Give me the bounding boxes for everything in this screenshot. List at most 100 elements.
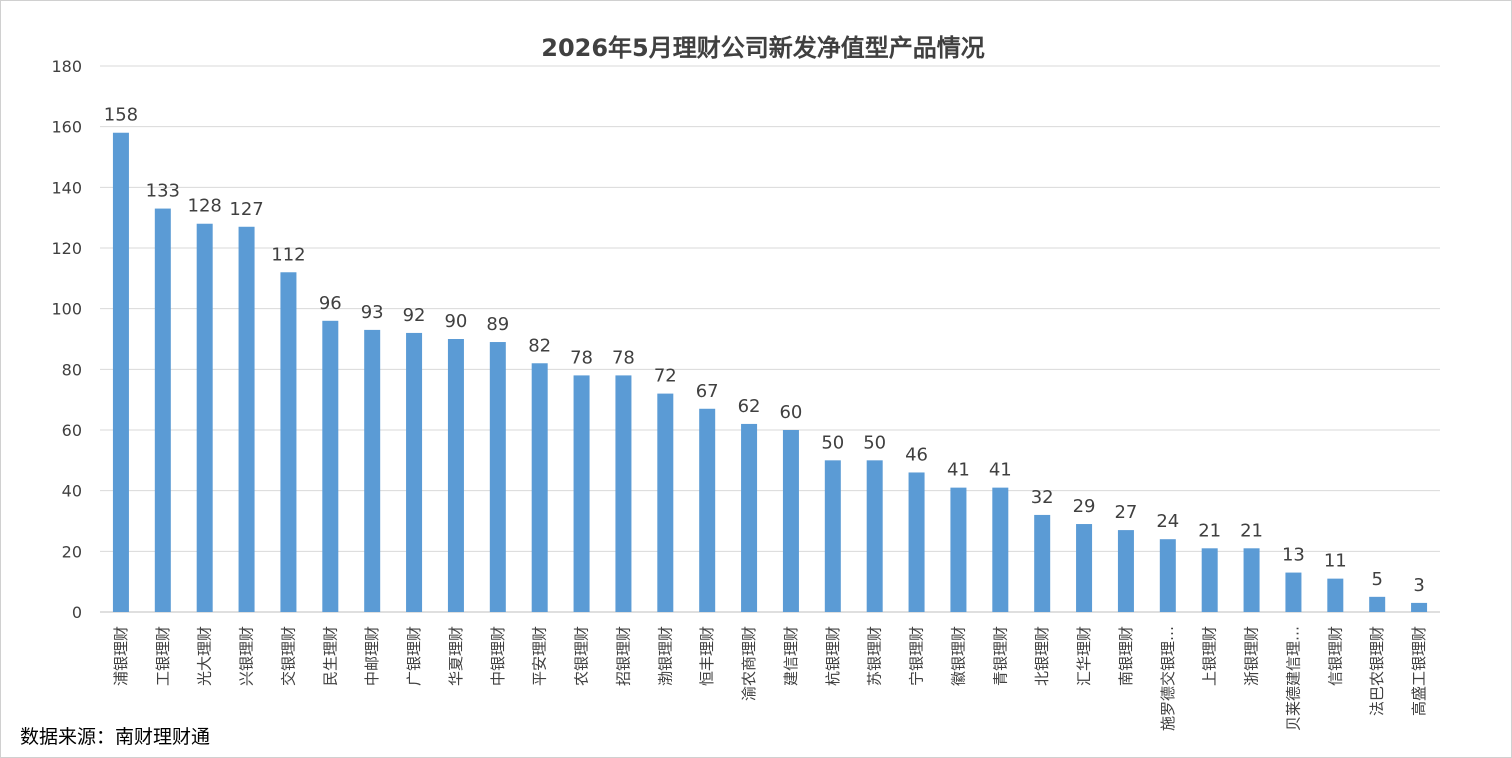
category-label-17: 建信理财 — [782, 626, 800, 686]
category-label-28: 浙银理财 — [1243, 626, 1261, 686]
data-label-22: 41 — [989, 460, 1012, 481]
data-label-3: 128 — [188, 196, 222, 217]
data-label-10: 89 — [486, 314, 509, 335]
data-label-5: 112 — [271, 244, 305, 265]
data-label-6: 96 — [319, 293, 342, 314]
y-tick-label: 20 — [62, 542, 82, 561]
data-label-24: 29 — [1073, 496, 1096, 517]
bar-11 — [531, 363, 548, 612]
bar-15 — [699, 408, 716, 612]
category-label-5: 交银理财 — [279, 626, 297, 686]
data-label-14: 72 — [654, 366, 677, 387]
category-label-8: 广银理财 — [405, 626, 423, 686]
bar-14 — [657, 393, 674, 612]
bar-31 — [1369, 596, 1386, 612]
data-label-21: 41 — [947, 460, 970, 481]
category-label-21: 徽银理财 — [949, 626, 967, 686]
bars — [112, 132, 1428, 613]
data-label-27: 21 — [1198, 520, 1221, 541]
bar-17 — [782, 430, 799, 612]
data-label-30: 11 — [1324, 551, 1347, 572]
bar-1 — [112, 132, 129, 612]
data-label-4: 127 — [229, 199, 263, 220]
data-label-17: 60 — [779, 402, 802, 423]
category-label-1: 浦银理财 — [112, 626, 130, 686]
category-label-6: 民生理财 — [321, 626, 339, 686]
data-label-12: 78 — [570, 347, 593, 368]
data-label-25: 27 — [1114, 502, 1137, 523]
data-label-16: 62 — [738, 396, 761, 417]
category-label-11: 平安理财 — [531, 626, 549, 686]
y-tick-label: 180 — [51, 57, 82, 76]
bar-32 — [1411, 602, 1428, 612]
bar-10 — [489, 342, 506, 612]
category-label-31: 法巴农银理财 — [1368, 626, 1386, 716]
category-label-9: 华夏理财 — [447, 626, 465, 686]
category-label-4: 兴银理财 — [238, 626, 256, 686]
data-label-23: 32 — [1031, 487, 1054, 508]
category-label-12: 农银理财 — [573, 626, 591, 686]
data-label-26: 24 — [1156, 511, 1179, 532]
chart-title: 2026年5月理财公司新发净值型产品情况 — [541, 34, 985, 62]
category-label-18: 杭银理财 — [824, 626, 842, 686]
bar-2 — [154, 208, 171, 613]
y-tick-label: 100 — [51, 300, 82, 319]
category-label-20: 宁银理财 — [908, 626, 926, 686]
bar-30 — [1327, 578, 1344, 612]
data-label-28: 21 — [1240, 520, 1263, 541]
bar-8 — [406, 332, 423, 612]
bar-24 — [1076, 524, 1093, 612]
y-tick-label: 120 — [51, 239, 82, 258]
category-label-14: 渤银理财 — [656, 626, 674, 686]
data-label-20: 46 — [905, 444, 928, 465]
y-axis-ticks: 0 20 40 60 80 100 120 140 160 180 — [51, 57, 82, 622]
bar-29 — [1285, 572, 1302, 612]
bar-4 — [238, 226, 255, 612]
category-label-7: 中邮理财 — [363, 626, 381, 686]
y-tick-label: 160 — [51, 118, 82, 137]
bar-5 — [280, 272, 297, 612]
category-label-25: 南银理财 — [1117, 626, 1135, 686]
category-label-15: 恒丰理财 — [698, 626, 716, 686]
data-label-1: 158 — [104, 105, 138, 126]
category-label-29: 贝莱德建信理… — [1284, 626, 1302, 731]
category-label-2: 工银理财 — [154, 626, 172, 686]
bar-25 — [1117, 530, 1134, 612]
category-label-32: 高盛工银理财 — [1410, 626, 1428, 716]
category-label-3: 光大理财 — [196, 626, 214, 686]
category-label-23: 北银理财 — [1033, 626, 1051, 686]
data-label-9: 90 — [444, 311, 467, 332]
bar-9 — [447, 339, 464, 612]
data-label-15: 67 — [696, 381, 719, 402]
category-label-10: 中银理财 — [489, 626, 507, 686]
bar-23 — [1034, 514, 1051, 612]
category-label-13: 招银理财 — [614, 626, 632, 686]
data-label-19: 50 — [863, 432, 886, 453]
category-label-19: 苏银理财 — [866, 626, 884, 686]
category-labels: 浦银理财 工银理财 光大理财 兴银理财 交银理财 民生理财 中邮理财 广银理财 华夏理财 中银理财… — [112, 626, 1428, 731]
bar-19 — [866, 460, 883, 612]
bar-22 — [992, 487, 1009, 612]
data-label-31: 5 — [1371, 569, 1382, 590]
data-label-7: 93 — [361, 302, 384, 323]
category-label-22: 青银理财 — [991, 626, 1009, 686]
y-tick-label: 140 — [51, 178, 82, 197]
bar-26 — [1159, 539, 1176, 612]
y-tick-label: 40 — [62, 482, 82, 501]
bar-21 — [950, 487, 967, 612]
bar-3 — [196, 223, 213, 612]
bar-20 — [908, 472, 925, 612]
y-tick-label: 80 — [62, 360, 82, 379]
category-label-30: 信银理财 — [1326, 626, 1344, 686]
bar-13 — [615, 375, 632, 612]
bar-7 — [364, 329, 381, 612]
data-label-29: 13 — [1282, 545, 1305, 566]
bar-16 — [741, 423, 758, 612]
category-label-27: 上银理财 — [1201, 626, 1219, 686]
category-label-24: 汇华理财 — [1075, 626, 1093, 686]
bar-27 — [1201, 548, 1218, 612]
bar-28 — [1243, 548, 1260, 612]
data-label-11: 82 — [528, 335, 551, 356]
bar-6 — [322, 320, 339, 612]
